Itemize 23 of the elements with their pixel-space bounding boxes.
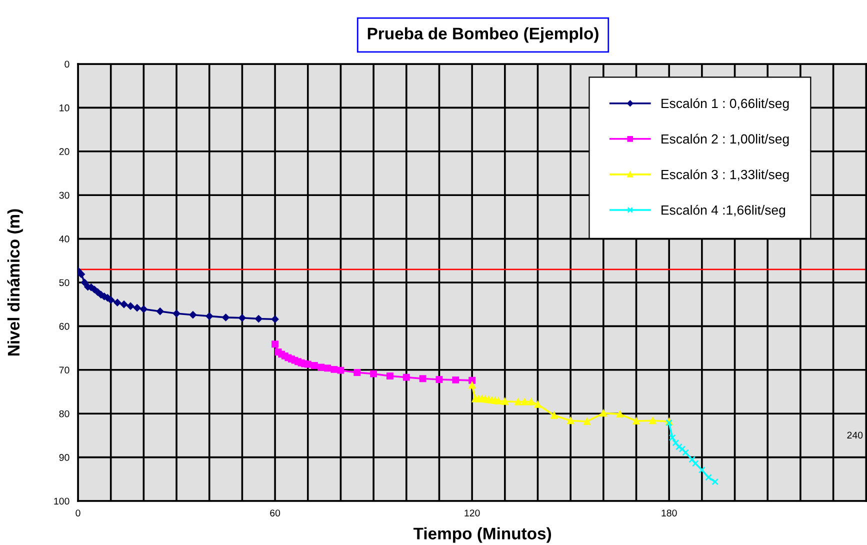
annotation: 240 xyxy=(847,432,863,439)
x-tick-label: 60 xyxy=(270,510,280,516)
y-axis-title: Nivel dinámico (m) xyxy=(7,209,23,356)
y-tick-label: 50 xyxy=(59,279,70,286)
y-tick-label: 20 xyxy=(59,148,70,156)
y-tick-label: 10 xyxy=(60,104,70,112)
legend-label: Escalón 4 :1,66lit/seg xyxy=(662,204,786,218)
legend-label: Escalón 2 : 1,00lit/seg xyxy=(662,134,789,146)
y-tick-label: 90 xyxy=(59,454,70,461)
y-tick-label: 40 xyxy=(59,236,70,242)
x-tick-label: 120 xyxy=(464,510,480,516)
x-axis-title: Tiempo (Minutos) xyxy=(413,527,552,543)
chart-title: Prueba de Bombeo (Ejemplo) xyxy=(368,27,598,43)
y-tick-label: 60 xyxy=(59,322,70,330)
y-tick-label: 80 xyxy=(59,410,70,418)
legend-label: Escalón 3 : 1,33lit/seg xyxy=(662,169,789,182)
y-tick-label: 0 xyxy=(64,60,70,68)
x-tick-label: 0 xyxy=(76,510,80,516)
x-tick-label: 180 xyxy=(662,510,677,516)
y-tick-label: 70 xyxy=(59,366,70,374)
y-tick-label: 100 xyxy=(54,498,70,505)
legend-label: Escalón 1 : 0,66lit/seg xyxy=(662,98,789,111)
y-tick-label: 30 xyxy=(59,192,70,199)
